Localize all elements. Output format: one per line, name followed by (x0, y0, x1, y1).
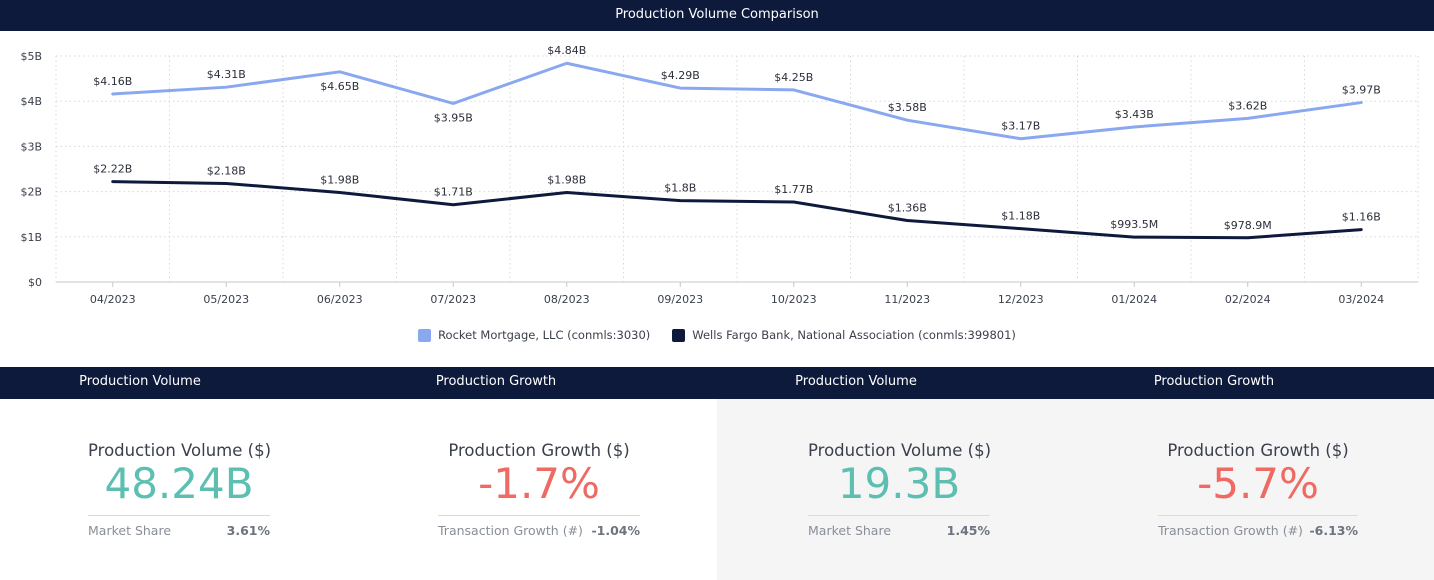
data-label: $978.9M (1224, 219, 1272, 232)
kpi-sub-value: -6.13% (1309, 523, 1358, 538)
chart-title: Production Volume Comparison (0, 0, 1434, 31)
data-label: $3.95B (434, 111, 473, 124)
legend-item-wells[interactable]: Wells Fargo Bank, National Association (… (672, 328, 1016, 342)
kpi-sub-row: Transaction Growth (#) -1.04% (438, 523, 640, 538)
kpi-sub-label: Market Share (88, 523, 172, 538)
kpi-sub-row: Market Share 3.61% (88, 523, 270, 538)
kpi-header-wells-growth: Production Growth (1153, 374, 1275, 389)
kpi-sub-label: Transaction Growth (#) (1158, 523, 1303, 538)
legend-swatch-wells (672, 328, 686, 342)
x-tick-label: 11/2023 (884, 293, 930, 306)
kpi-label: Production Volume ($) (88, 441, 272, 460)
x-tick-label: 02/2024 (1225, 293, 1271, 306)
data-label: $2.18B (207, 164, 246, 177)
kpi-card-wells-growth: Production Growth ($) -5.7% Transaction … (1158, 441, 1358, 538)
chart-legend: Rocket Mortgage, LLC (conmls:3030) Wells… (0, 325, 1434, 345)
kpi-header-rocket-growth: Production Growth (435, 374, 557, 389)
kpi-value: -5.7% (1197, 459, 1319, 508)
y-tick-label: $0 (28, 276, 42, 289)
data-label: $1.36B (888, 202, 927, 215)
x-tick-label: 05/2023 (203, 293, 249, 306)
kpi-value: 48.24B (104, 459, 254, 508)
data-label: $4.25B (774, 71, 813, 84)
line-chart-area: $0 $1B $2B $3B $4B $5B 04/2023 05/2023 06/2023 07… (0, 31, 1434, 367)
kpi-sub-value: 1.45% (946, 523, 990, 538)
legend-swatch-rocket (418, 328, 432, 342)
kpi-divider (1158, 515, 1358, 516)
kpi-card-rocket-growth: Production Growth ($) -1.7% Transaction … (438, 441, 640, 538)
kpi-panel-rocket: Production Volume ($) 48.24B Market Shar… (0, 399, 717, 580)
x-tick-label: 01/2024 (1111, 293, 1157, 306)
x-tick-label: 10/2023 (771, 293, 817, 306)
kpi-divider (438, 515, 640, 516)
kpi-header-bar: Production Volume Production Growth Prod… (0, 367, 1434, 399)
data-label: $2.22B (93, 163, 132, 176)
data-label: $4.31B (207, 68, 246, 81)
y-tick-label: $1B (20, 231, 42, 244)
series-line-rocket (111, 61, 1363, 141)
legend-item-rocket[interactable]: Rocket Mortgage, LLC (conmls:3030) (418, 328, 650, 342)
x-tick-label: 09/2023 (657, 293, 703, 306)
data-label: $4.84B (547, 44, 586, 57)
data-label: $4.16B (93, 75, 132, 88)
data-label: $3.62B (1228, 99, 1267, 112)
data-label: $3.58B (888, 101, 927, 114)
kpi-label: Production Growth ($) (1167, 441, 1349, 460)
kpi-value: 19.3B (837, 459, 961, 508)
y-tick-label: $2B (20, 186, 42, 199)
kpi-sub-label: Market Share (808, 523, 892, 538)
x-tick-label: 07/2023 (430, 293, 476, 306)
data-label: $1.16B (1342, 211, 1381, 224)
data-label: $3.17B (1001, 120, 1040, 133)
kpi-divider (808, 515, 990, 516)
kpi-sub-row: Market Share 1.45% (808, 523, 990, 538)
data-label: $3.43B (1115, 108, 1154, 121)
kpi-panels: Production Volume ($) 48.24B Market Shar… (0, 399, 1434, 580)
kpi-header-wells-volume: Production Volume (795, 374, 917, 389)
x-tick-label: 06/2023 (317, 293, 363, 306)
line-chart: $0 $1B $2B $3B $4B $5B 04/2023 05/2023 06/2023 07… (20, 44, 1419, 306)
kpi-value: -1.7% (478, 459, 600, 508)
series-line-wells (111, 180, 1363, 240)
data-label: $993.5M (1110, 218, 1158, 231)
data-label: $3.97B (1342, 84, 1381, 97)
x-tick-label: 12/2023 (998, 293, 1044, 306)
kpi-header-rocket-volume: Production Volume (79, 374, 201, 389)
x-tick-label: 03/2024 (1338, 293, 1384, 306)
kpi-card-rocket-volume: Production Volume ($) 48.24B Market Shar… (88, 441, 272, 538)
data-label: $1.98B (547, 174, 586, 187)
kpi-divider (88, 515, 270, 516)
kpi-sub-value: -1.04% (591, 523, 640, 538)
data-label: $1.77B (774, 183, 813, 196)
x-tick-label: 08/2023 (544, 293, 590, 306)
data-label: $4.29B (661, 69, 700, 82)
kpi-sub-value: 3.61% (226, 523, 270, 538)
data-label: $1.18B (1001, 210, 1040, 223)
legend-label-rocket: Rocket Mortgage, LLC (conmls:3030) (438, 328, 651, 342)
data-label: $4.65B (320, 80, 359, 93)
data-label: $1.98B (320, 174, 359, 187)
kpi-label: Production Growth ($) (448, 441, 630, 460)
kpi-label: Production Volume ($) (808, 441, 992, 460)
y-tick-label: $3B (20, 140, 42, 153)
legend-label-wells: Wells Fargo Bank, National Association (… (692, 328, 1016, 342)
y-tick-label: $5B (20, 50, 42, 63)
kpi-card-wells-volume: Production Volume ($) 19.3B Market Share… (808, 441, 992, 538)
y-tick-label: $4B (20, 95, 42, 108)
kpi-panel-wells: Production Volume ($) 19.3B Market Share… (717, 399, 1434, 580)
x-tick-label: 04/2023 (90, 293, 136, 306)
kpi-sub-row: Transaction Growth (#) -6.13% (1158, 523, 1358, 538)
data-label: $1.71B (434, 186, 473, 199)
data-label: $1.8B (664, 182, 696, 195)
kpi-sub-label: Transaction Growth (#) (438, 523, 583, 538)
